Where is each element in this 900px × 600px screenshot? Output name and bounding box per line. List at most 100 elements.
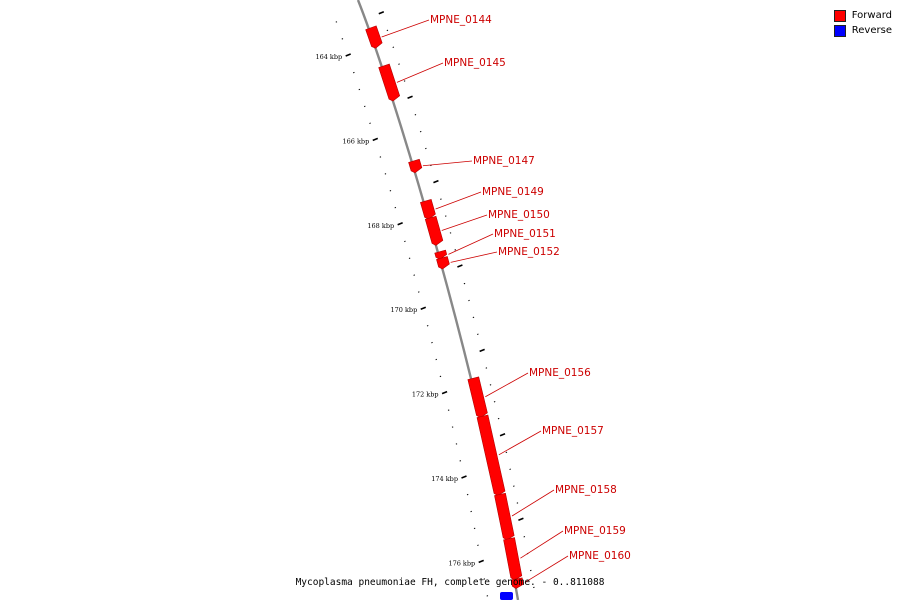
minor-tick	[451, 426, 454, 428]
gene-label-leader	[450, 251, 498, 263]
gene-feature[interactable]	[436, 256, 450, 270]
minor-tick	[523, 536, 526, 538]
gene-features	[365, 25, 524, 589]
tick-label: 176 kbp	[448, 559, 475, 567]
gene-label[interactable]: MPNE_0145	[444, 57, 506, 69]
gene-label[interactable]: MPNE_0150	[488, 209, 550, 221]
minor-tick	[363, 105, 366, 108]
minor-tick	[435, 358, 438, 361]
minor-tick	[408, 257, 411, 260]
gene-label-leader	[441, 214, 488, 231]
gene-feature[interactable]	[467, 376, 488, 418]
minor-tick	[459, 460, 462, 462]
major-tick	[397, 222, 403, 226]
minor-tick	[493, 400, 496, 403]
gene-label[interactable]: MPNE_0156	[529, 367, 591, 379]
major-tick	[372, 137, 379, 142]
tick-label: 166 kbp	[343, 137, 370, 145]
legend: Forward Reverse	[833, 8, 892, 38]
tick-label: 170 kbp	[391, 306, 418, 314]
minor-tick	[386, 29, 389, 32]
minor-tick	[477, 333, 479, 335]
minor-tick	[447, 409, 450, 411]
gene-feature[interactable]	[420, 198, 436, 220]
gene-label[interactable]: MPNE_0151	[494, 228, 556, 240]
major-tick	[407, 95, 413, 99]
gene-feature[interactable]	[434, 249, 448, 260]
genome-caption: Mycoplasma pneumoniae FH, complete genom…	[295, 577, 605, 588]
major-tick	[433, 179, 439, 184]
major-tick	[461, 475, 467, 479]
minor-tick	[454, 249, 457, 251]
major-tick	[518, 517, 524, 521]
genome-backbone	[356, 0, 520, 600]
minor-tick	[455, 443, 458, 445]
gene-label-leader	[435, 191, 482, 210]
gene-feature[interactable]	[503, 537, 523, 581]
minor-tick	[472, 316, 475, 319]
gene-feature[interactable]	[494, 492, 515, 541]
legend-reverse-label: Reverse	[851, 25, 892, 36]
gene-label[interactable]: MPNE_0152	[498, 246, 560, 258]
minor-tick	[425, 147, 427, 150]
gene-label[interactable]: MPNE_0147	[473, 155, 535, 167]
major-tick	[420, 306, 427, 310]
minor-tick	[341, 38, 344, 40]
minor-tick	[413, 274, 416, 276]
minor-tick	[403, 80, 406, 82]
minor-tick	[389, 189, 392, 192]
gene-label-leader	[485, 372, 529, 398]
minor-tick	[417, 291, 420, 293]
gene-label-leader	[498, 430, 542, 456]
gene-label[interactable]: MPNE_0157	[542, 425, 604, 437]
minor-tick	[509, 468, 511, 471]
gene-label[interactable]: MPNE_0149	[482, 186, 544, 198]
legend-reverse: Reverse	[833, 23, 892, 38]
gene-label-leader	[520, 530, 564, 559]
minor-tick	[529, 569, 532, 572]
gene-label[interactable]: MPNE_0160	[569, 550, 631, 562]
gene-label[interactable]: MPNE_0144	[430, 14, 492, 26]
minor-tick	[392, 46, 395, 49]
minor-tick	[486, 595, 489, 597]
gene-label-leader	[381, 19, 430, 38]
minor-tick	[369, 122, 371, 124]
gene-feature[interactable]	[424, 215, 444, 246]
gene-feature[interactable]	[408, 158, 423, 174]
minor-tick	[470, 510, 472, 513]
gene-label[interactable]: MPNE_0158	[555, 484, 617, 496]
gene-feature[interactable]	[476, 414, 506, 497]
major-tick	[457, 264, 463, 268]
tick-label: 172 kbp	[412, 391, 439, 399]
reverse-swatch	[833, 24, 846, 37]
minor-tick	[404, 240, 406, 243]
minor-tick	[463, 282, 466, 285]
scale-ticks: 164 kbp 166 kbp 168 kbp 170 kbp 172 kbp 174 k…	[315, 11, 535, 597]
gene-feature[interactable]	[365, 25, 383, 49]
gene-feature[interactable]	[378, 63, 401, 102]
minor-tick	[358, 88, 361, 91]
minor-tick	[533, 586, 535, 589]
minor-tick	[449, 232, 452, 234]
gene-label-leader	[422, 160, 473, 167]
minor-tick	[516, 502, 519, 504]
gene-feature[interactable]	[510, 577, 524, 589]
minor-tick	[335, 21, 338, 23]
minor-tick	[444, 215, 447, 217]
minor-tick	[513, 485, 515, 487]
major-tick	[478, 559, 484, 564]
minor-tick	[398, 63, 400, 65]
tick-label: 168 kbp	[367, 222, 394, 230]
gene-label-leader	[396, 62, 444, 83]
minor-tick	[485, 367, 488, 369]
minor-tick	[414, 114, 417, 116]
major-tick	[499, 433, 506, 437]
minor-tick	[431, 341, 433, 344]
minor-tick	[440, 198, 442, 200]
minor-tick	[489, 384, 492, 386]
gene-label[interactable]: MPNE_0159	[564, 525, 626, 537]
minor-tick	[477, 544, 479, 546]
minor-tick	[379, 156, 382, 158]
major-tick	[378, 11, 385, 15]
minor-tick	[483, 578, 486, 580]
